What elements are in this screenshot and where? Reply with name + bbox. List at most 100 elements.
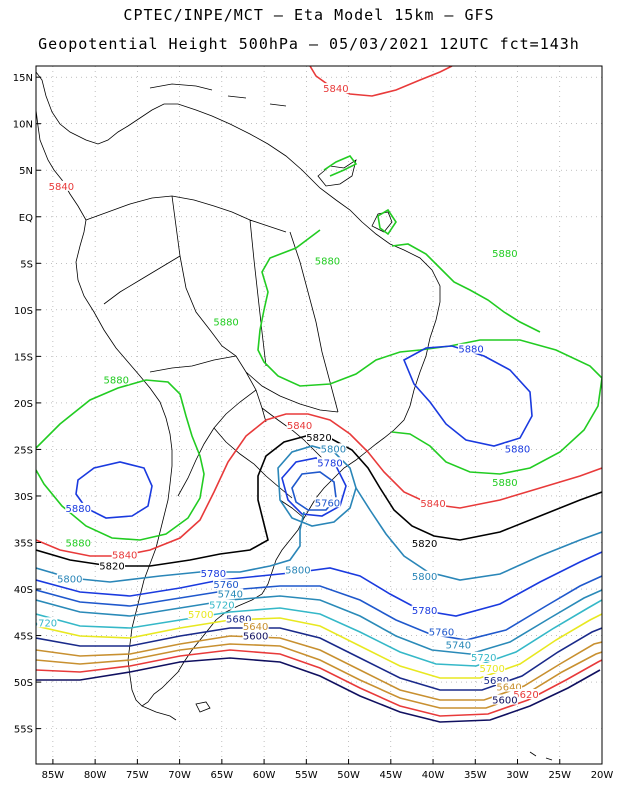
contour-label-bg [217,588,244,599]
lon-tick-label: 85W [42,770,65,781]
contour-label-bg [491,247,518,258]
contour-label-bg [65,502,92,513]
contour-label-bg [242,621,269,632]
lat-tick-label: 15N [13,73,33,84]
lat-tick-label: EQ [19,213,33,224]
contour-label-bg [504,443,531,454]
lon-tick-label: 75W [126,770,149,781]
contour-label-bg [56,573,83,584]
contour-label: 5760 [429,628,454,639]
contour-label: 5880 [315,256,340,267]
lat-tick-label: 45S [14,632,33,643]
contour-label: 5880 [104,375,129,386]
lon-tick-label: 30W [506,770,529,781]
contour-label-bg [48,180,75,191]
map-title: CPTEC/INPE/MCT – Eta Model 15km – GFS [123,6,495,24]
contour-5840 [36,413,602,557]
contour-label: 5600 [243,631,268,642]
contour-label: 5880 [458,345,483,356]
contour-label: 5760 [213,580,238,591]
lat-tick-label: 10S [14,306,33,317]
lon-tick-label: 35W [464,770,487,781]
contour-label: 5880 [492,249,517,260]
lon-tick-label: 40W [422,770,445,781]
contour-5720 [36,599,602,667]
contour-label-bg [286,420,313,431]
contour-5820 [36,435,602,567]
contour-5700 [36,613,602,679]
lon-tick-label: 60W [253,770,276,781]
lat-tick-label: 5S [20,259,33,270]
lat-tick-label: 40S [14,585,33,596]
contour-label-bg [213,579,240,590]
contour-label: 5880 [66,504,91,515]
contour-label: 5740 [446,641,471,652]
contour-label: 5780 [317,458,342,469]
lat-tick-label: 55S [14,725,33,736]
contour-label-bg [491,476,518,487]
contour-5780 [36,551,602,617]
lat-tick-label: 35S [14,539,33,550]
contour-label: 5800 [412,572,437,583]
contour-5800-low [277,445,357,527]
contour-label-bg [491,694,518,705]
contour-label: 5820 [306,433,331,444]
contour-label-bg [420,498,447,509]
geopotential-contours [36,66,602,723]
contour-label-bg [208,599,235,610]
contour-label-bg [103,374,130,385]
contour-label-bg [411,605,438,616]
contour-5780-low [281,457,347,517]
contour-labels: 5840584058805880588058805880584058205800… [32,83,539,707]
contour-5660 [36,635,602,701]
contour-label-bg [483,675,510,686]
contour-label: 5600 [492,696,517,707]
contour-5880-amazon [323,155,541,333]
country-borders [85,195,339,519]
contour-label-bg [428,626,455,637]
contour-label-bg [458,343,485,354]
contour-label: 5880 [505,444,530,455]
contour-label-bg [200,568,227,579]
contour-label-bg [445,639,472,650]
lat-tick-label: 20S [14,399,33,410]
contour-label-bg [99,560,126,571]
map-frame [35,65,603,765]
contour-5880-west [36,379,205,541]
contour-label-bg [213,316,240,327]
contour-5600 [36,657,601,723]
longitude-axis: 85W 80W 75W 70W 65W 60W 55W 50W 45W 40W 35W 30W 25W 2… [42,759,613,781]
lat-tick-label: 15S [14,352,33,363]
contour-label: 5680 [226,615,251,626]
contour-5680 [36,627,602,691]
falkland-tierra-del-fuego [141,701,553,761]
contour-label-bg [411,538,438,549]
contour-5760 [36,575,602,641]
contour-label: 5720 [32,618,57,629]
contour-label: 5780 [412,606,437,617]
contour-label: 5820 [99,562,124,573]
contour-label-bg [242,630,269,641]
contour-label-bg [111,549,138,560]
contour-5640 [36,643,602,709]
lon-tick-label: 55W [295,770,318,781]
contour-label: 5700 [188,610,213,621]
contour-label-bg [512,688,539,699]
contour-label-bg [225,613,252,624]
contour-label-bg [187,608,214,619]
contour-label: 5700 [479,664,504,675]
contour-label: 5800 [285,565,310,576]
south-america-coast [36,71,441,707]
contour-label-bg [316,457,343,468]
lon-tick-label: 45W [379,770,402,781]
contour-label-bg [314,255,341,266]
contour-label: 5880 [66,538,91,549]
contour-label: 5640 [243,622,268,633]
contour-label: 5720 [471,653,496,664]
contour-5880-atlantic-high [402,345,533,447]
contour-label-bg [65,537,92,548]
contour-label: 5840 [112,550,137,561]
contour-label: 5800 [57,575,82,586]
lat-tick-label: 5N [19,166,33,177]
